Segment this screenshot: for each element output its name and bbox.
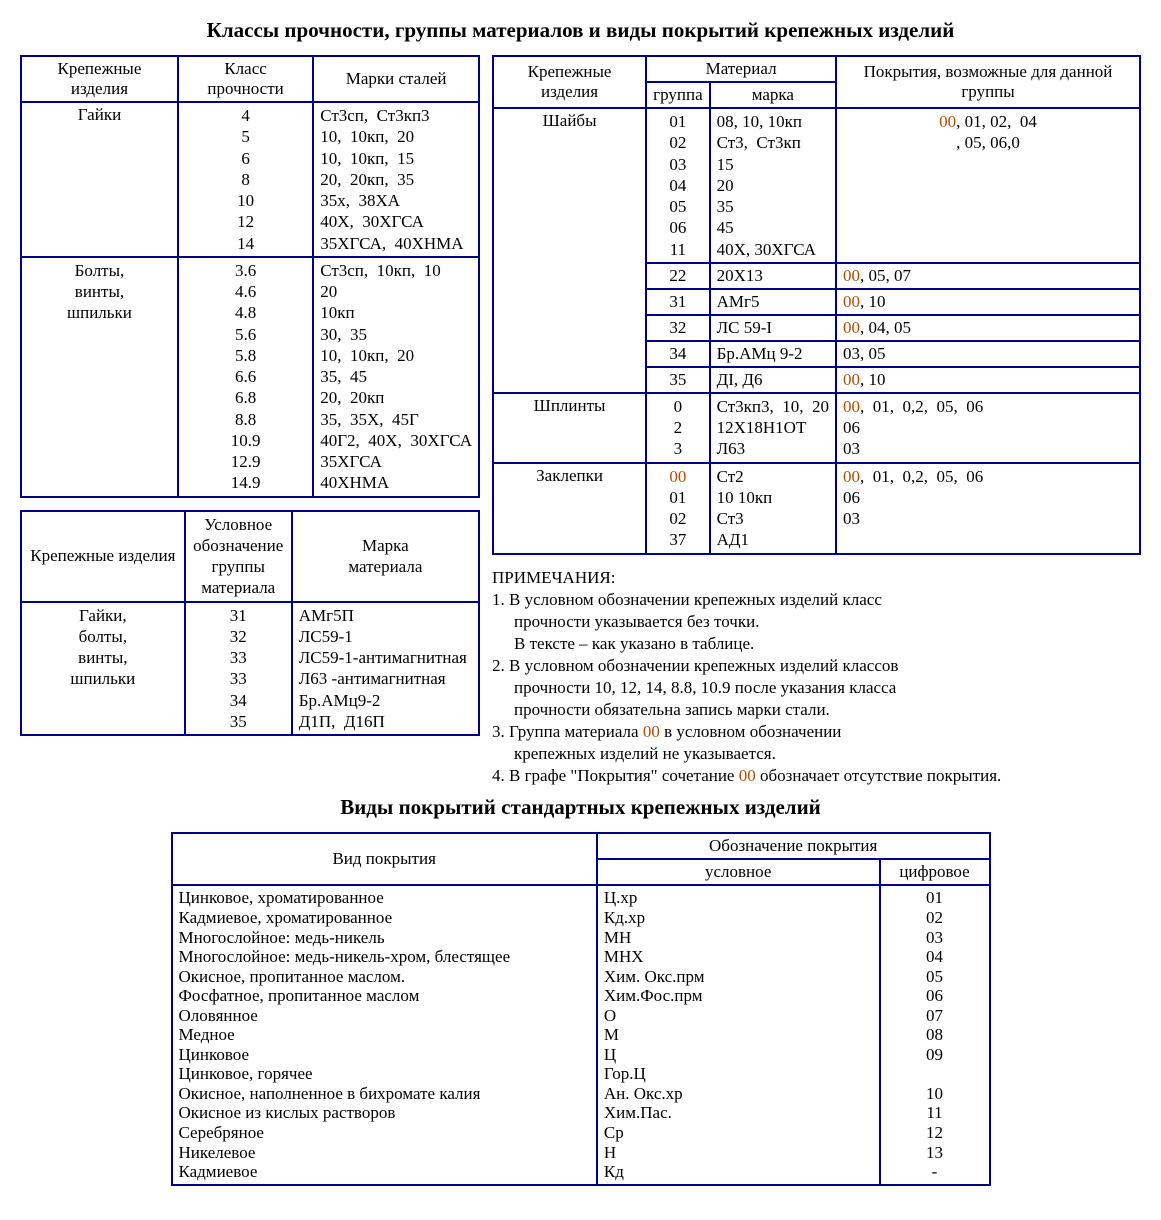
table-coating-types: Вид покрытия Обозначение покрытия условн… bbox=[171, 832, 991, 1185]
cell-w35-g: 35 bbox=[646, 367, 710, 393]
cell-rivets-g: 00 01 02 37 bbox=[646, 463, 710, 554]
cell-w34-b: Бр.АМц 9-2 bbox=[710, 341, 836, 367]
cell-pins: Шплинты bbox=[493, 393, 646, 463]
th-c-coating: Покрытия, возможные для данной группы bbox=[836, 56, 1140, 108]
cell-nuts: Гайки bbox=[21, 102, 178, 257]
note-3c: крепежных изделий не указывается. bbox=[492, 743, 1141, 765]
page-title-1: Классы прочности, группы материалов и ви… bbox=[20, 18, 1141, 43]
cell-pins-c: 00, 01, 0,2, 05, 06 06 03 bbox=[836, 393, 1140, 463]
th-brand-b: Марка материала bbox=[292, 511, 479, 602]
top-section: Крепежные изделия Класс прочности Марки … bbox=[20, 55, 1141, 787]
cell-w-top-g: 01 02 03 04 05 06 11 bbox=[646, 108, 710, 263]
th-c-brand: марка bbox=[710, 82, 836, 108]
note-4: 4. В графе "Покрытия" сочетание 00 обозн… bbox=[492, 765, 1141, 787]
note-3: 3. Группа материала 00 в условном обозна… bbox=[492, 721, 1141, 743]
cell-w31-g: 31 bbox=[646, 289, 710, 315]
cell-w32-b: ЛС 59-I bbox=[710, 315, 836, 341]
th-c-fastener: Крепежные изделия bbox=[493, 56, 646, 108]
cell-bolts: Болты, винты, шпильки bbox=[21, 257, 178, 497]
note-1b: прочности указывается без точки. bbox=[492, 611, 1141, 633]
cell-w32-c: 00, 04, 05 bbox=[836, 315, 1140, 341]
page-title-2: Виды покрытий стандартных крепежных изде… bbox=[20, 795, 1141, 820]
cell-w34-c: 03, 05 bbox=[836, 341, 1140, 367]
cell-w32-g: 32 bbox=[646, 315, 710, 341]
cell-washers: Шайбы bbox=[493, 108, 646, 393]
table-coatings: Крепежные изделия Материал Покрытия, воз… bbox=[492, 55, 1141, 555]
note-2a: 2. В условном обозначении крепежных изде… bbox=[492, 655, 1141, 677]
th-d-symbol: условное bbox=[597, 859, 880, 885]
th-class: Класс прочности bbox=[178, 56, 313, 102]
cell-rivets-c: 00, 01, 0,2, 05, 06 06 03 bbox=[836, 463, 1140, 554]
cell-d-types: Цинковое, хроматированное Кадмиевое, хро… bbox=[172, 885, 597, 1184]
note-2c: прочности обязательна запись марки стали… bbox=[492, 699, 1141, 721]
cell-w35-b: ДI, Д6 bbox=[710, 367, 836, 393]
cell-b-name: Гайки, болты, винты, шпильки bbox=[21, 602, 185, 736]
cell-w-top-c: 00, 01, 02, 04 , 05, 06,0 bbox=[836, 108, 1140, 263]
cell-w22-g: 22 bbox=[646, 263, 710, 289]
th-group-b: Условное обозначение группы материала bbox=[185, 511, 292, 602]
cell-w34-g: 34 bbox=[646, 341, 710, 367]
cell-pins-g: 0 2 3 bbox=[646, 393, 710, 463]
th-steel: Марки сталей bbox=[313, 56, 479, 102]
cell-w-top-b: 08, 10, 10кп Ст3, Ст3кп 15 20 35 45 40Х,… bbox=[710, 108, 836, 263]
th-d-type: Вид покрытия bbox=[172, 833, 597, 885]
table-material-groups: Крепежные изделия Условное обозначение г… bbox=[20, 510, 480, 737]
cell-d-symbols: Ц.хр Кд.хр МН МНХ Хим. Окс.прм Хим.Фос.п… bbox=[597, 885, 880, 1184]
cell-nuts-classes: 4 5 6 8 10 12 14 bbox=[178, 102, 313, 257]
th-d-code: цифровое bbox=[880, 859, 990, 885]
th-d-desig: Обозначение покрытия bbox=[597, 833, 990, 859]
cell-w35-c: 00, 10 bbox=[836, 367, 1140, 393]
cell-nuts-steels: Ст3сп, Ст3кп3 10, 10кп, 20 10, 10кп, 15 … bbox=[313, 102, 479, 257]
notes-block: ПРИМЕЧАНИЯ: 1. В условном обозначении кр… bbox=[492, 567, 1141, 788]
th-c-group: группа bbox=[646, 82, 710, 108]
cell-d-codes: 01 02 03 04 05 06 07 08 09 10 11 12 13 - bbox=[880, 885, 990, 1184]
cell-pins-b: Ст3кп3, 10, 20 12Х18Н1ОТ Л63 bbox=[710, 393, 836, 463]
th-c-material: Материал bbox=[646, 56, 836, 82]
th-fastener: Крепежные изделия bbox=[21, 56, 178, 102]
cell-rivets: Заклепки bbox=[493, 463, 646, 554]
cell-bolts-steels: Ст3сп, 10кп, 10 20 10кп 30, 35 10, 10кп,… bbox=[313, 257, 479, 497]
cell-bolts-classes: 3.6 4.6 4.8 5.6 5.8 6.6 6.8 8.8 10.9 12.… bbox=[178, 257, 313, 497]
cell-rivets-b: Ст2 10 10кп Ст3 АД1 bbox=[710, 463, 836, 554]
cell-w22-c: 00, 05, 07 bbox=[836, 263, 1140, 289]
cell-b-brands: АМг5П ЛС59-1 ЛС59-1-антимагнитная Л63 -а… bbox=[292, 602, 479, 736]
note-1c: В тексте – как указано в таблице. bbox=[492, 633, 1141, 655]
cell-w31-c: 00, 10 bbox=[836, 289, 1140, 315]
table-strength-classes: Крепежные изделия Класс прочности Марки … bbox=[20, 55, 480, 498]
th-fastener-b: Крепежные изделия bbox=[21, 511, 185, 602]
notes-head: ПРИМЕЧАНИЯ: bbox=[492, 567, 1141, 589]
note-2b: прочности 10, 12, 14, 8.8, 10.9 после ук… bbox=[492, 677, 1141, 699]
cell-b-groups: 31 32 33 33 34 35 bbox=[185, 602, 292, 736]
cell-w22-b: 20Х13 bbox=[710, 263, 836, 289]
note-1a: 1. В условном обозначении крепежных изде… bbox=[492, 589, 1141, 611]
cell-w31-b: АМг5 bbox=[710, 289, 836, 315]
